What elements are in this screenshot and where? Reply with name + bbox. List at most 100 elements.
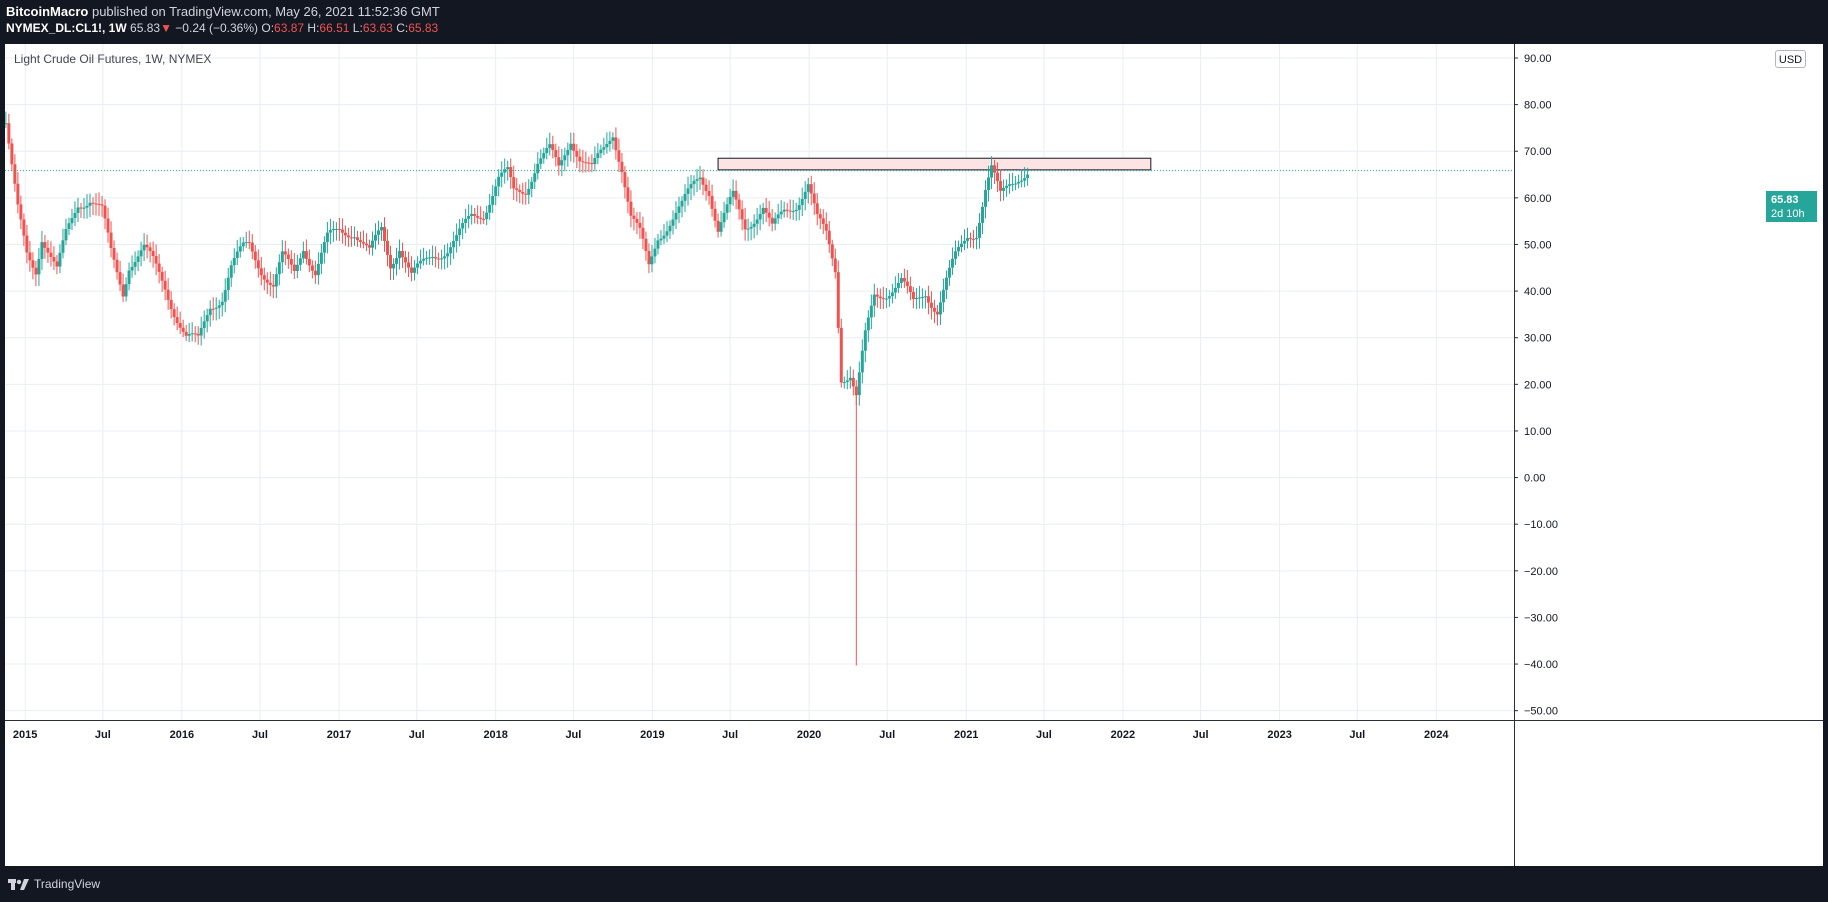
candle-body <box>671 219 675 226</box>
chart-title: Light Crude Oil Futures, 1W, NYMEX <box>14 52 212 66</box>
candle-body <box>401 251 405 258</box>
candle-body <box>151 251 155 257</box>
candle-body <box>46 247 50 253</box>
candle-body <box>800 198 804 206</box>
candle-body <box>262 275 266 280</box>
candle-body <box>794 209 798 212</box>
author-name[interactable]: BitcoinMacro <box>6 4 89 19</box>
candle-body <box>256 260 260 269</box>
tradingview-logo-icon[interactable] <box>8 877 30 891</box>
y-tick-label: 40.00 <box>1524 286 1552 298</box>
candle-body <box>389 254 393 269</box>
candle-body <box>226 277 230 291</box>
x-tick-label: Jul <box>1193 729 1209 741</box>
candle-body <box>878 296 882 299</box>
candle-body <box>512 177 516 189</box>
y-tick-label: −50.00 <box>1524 706 1558 718</box>
tradingview-brand[interactable]: TradingView <box>34 877 101 891</box>
close-value: 65.83 <box>408 21 439 35</box>
ohlc-line: NYMEX_DL:CL1!, 1W 65.83▼ −0.24 (−0.36%) … <box>6 21 438 35</box>
candle-body <box>749 226 753 229</box>
candle-body <box>34 267 38 275</box>
candle-body <box>632 215 636 219</box>
candle-body <box>689 184 693 189</box>
candle-body <box>97 203 101 205</box>
candle-body <box>803 191 807 199</box>
candle-body <box>758 214 762 220</box>
candle-body <box>355 237 359 241</box>
candle-body <box>785 209 789 211</box>
candle-body <box>238 246 242 252</box>
candle-body <box>941 289 945 303</box>
symbol-label: NYMEX_DL:CL1!, 1W <box>6 21 127 35</box>
candle-body <box>358 240 362 243</box>
candle-body <box>428 257 432 259</box>
candle-body <box>962 240 966 244</box>
candle-body <box>920 297 924 299</box>
x-tick-label: Jul <box>565 729 581 741</box>
candle-body <box>662 235 666 239</box>
candle-body <box>349 237 353 239</box>
candle-body <box>761 207 765 215</box>
candle-body <box>623 172 627 188</box>
candle-body <box>181 327 185 332</box>
candle-body <box>361 242 365 244</box>
candle-body <box>809 184 813 194</box>
candle-body <box>283 251 287 255</box>
candle-body <box>599 149 603 154</box>
chart-panel[interactable]: 90.00 80.00 70.00 60.00 50.00 40.00 30.00 20.00… <box>5 44 1823 866</box>
low-value: 63.63 <box>362 21 393 35</box>
x-tick-label: Jul <box>95 729 111 741</box>
candle-body <box>686 188 690 194</box>
candle-body <box>539 158 543 164</box>
candle-body <box>731 190 735 197</box>
candle-body <box>268 282 272 285</box>
candle-body <box>109 232 113 249</box>
candle-body <box>259 268 263 276</box>
candle-body <box>617 150 621 162</box>
candle-body <box>473 213 477 216</box>
candle-body <box>431 256 435 258</box>
candle-body <box>845 380 849 383</box>
candle-body <box>869 305 873 318</box>
candle-body <box>352 237 356 239</box>
candle-body <box>719 222 723 232</box>
candle-body <box>310 265 314 271</box>
candle-body <box>614 137 618 151</box>
candle-body <box>872 294 876 306</box>
candle-body <box>79 207 83 209</box>
candle-body <box>343 232 347 236</box>
candle-body <box>334 228 338 230</box>
currency-badge[interactable]: USD <box>1775 50 1806 68</box>
candle-body <box>524 193 528 195</box>
candle-body <box>52 257 56 262</box>
candle-body <box>506 167 510 170</box>
candle-body <box>250 242 254 252</box>
candle-body <box>130 266 134 271</box>
candle-body <box>996 172 1000 182</box>
candle-body <box>821 218 825 224</box>
candle-body <box>917 297 921 299</box>
price-chart[interactable]: 90.00 80.00 70.00 60.00 50.00 40.00 30.00 20.00… <box>5 44 1823 866</box>
candle-body <box>280 251 284 263</box>
candle-body <box>987 177 991 190</box>
candle-body <box>575 150 579 157</box>
candle-body <box>211 308 215 310</box>
candle-body <box>298 258 302 265</box>
x-tick-label: 2024 <box>1424 729 1449 741</box>
y-tick-label: 60.00 <box>1524 193 1552 205</box>
candle-body <box>993 165 997 173</box>
candle-body <box>461 223 465 229</box>
price-tag-value: 65.83 <box>1771 194 1799 206</box>
candle-body <box>376 230 380 235</box>
candle-body <box>235 251 239 258</box>
candle-body <box>596 153 600 159</box>
candle-body <box>322 242 326 253</box>
candle-body <box>1008 184 1012 186</box>
candle-body <box>710 195 714 209</box>
candle-body <box>827 230 831 245</box>
candle-body <box>142 244 146 251</box>
x-tick-label: 2020 <box>797 729 821 741</box>
candle-body <box>848 377 852 381</box>
candle-body <box>220 301 224 306</box>
